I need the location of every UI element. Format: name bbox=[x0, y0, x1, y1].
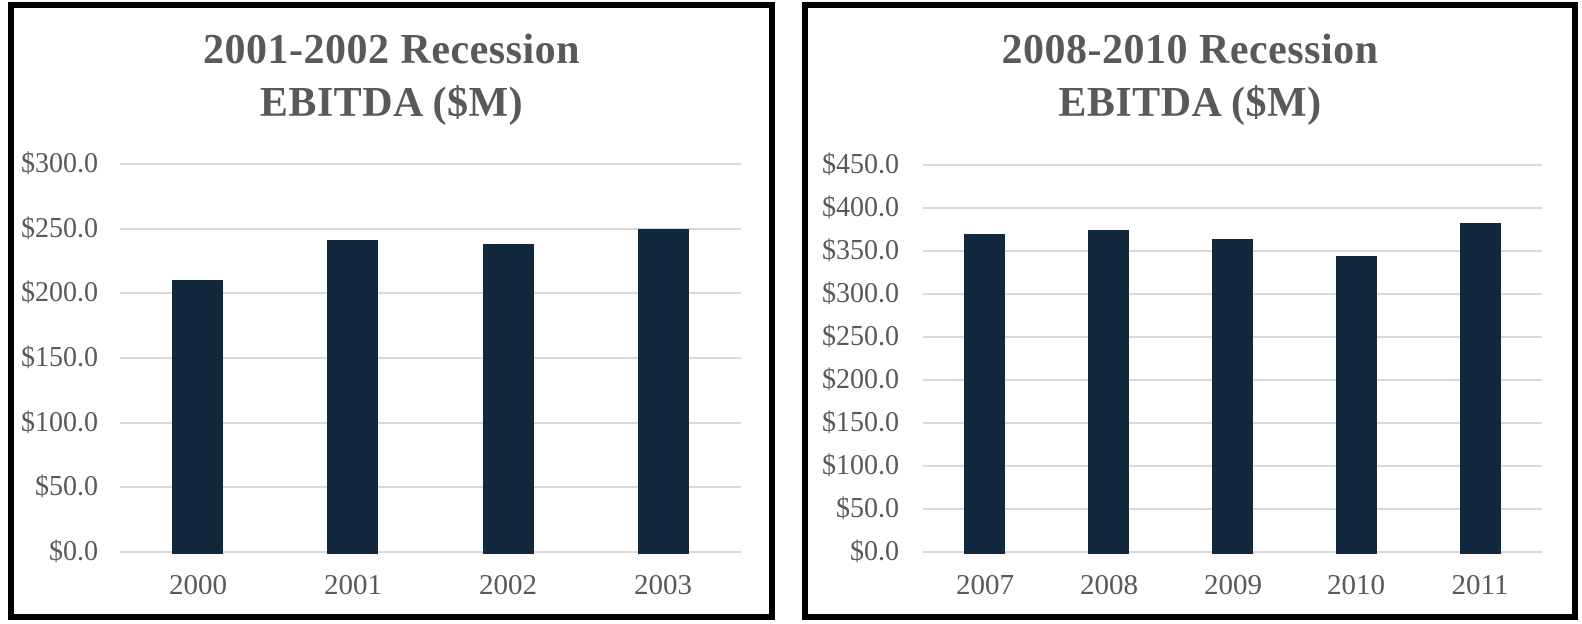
y-axis-tick-label: $50.0 bbox=[35, 471, 98, 503]
bar-2011 bbox=[1460, 223, 1501, 554]
bar-2001 bbox=[327, 240, 378, 554]
y-axis-tick-label: $200.0 bbox=[822, 364, 899, 395]
chart-title-line1: 2001-2002 Recession bbox=[203, 27, 580, 73]
y-axis-tick-label: $200.0 bbox=[21, 277, 98, 309]
bar-2003 bbox=[638, 229, 689, 554]
y-axis-tick-label: $150.0 bbox=[21, 342, 98, 373]
x-axis-category-label: 2002 bbox=[479, 569, 537, 601]
gridline-0 bbox=[120, 551, 741, 553]
y-axis-tick-label: $100.0 bbox=[822, 450, 899, 481]
bar-2000 bbox=[172, 280, 223, 554]
gridline-300 bbox=[120, 163, 741, 165]
y-axis-tick-label: $300.0 bbox=[21, 148, 98, 179]
bar-2008 bbox=[1088, 230, 1129, 554]
bar-2010 bbox=[1336, 256, 1377, 554]
gridline-100 bbox=[120, 421, 741, 424]
y-axis-tick-label: $100.0 bbox=[21, 406, 98, 438]
x-axis-category-label: 2003 bbox=[634, 569, 692, 601]
gridline-200 bbox=[120, 292, 741, 295]
gridline-150 bbox=[120, 357, 741, 359]
y-axis-tick-label: $450.0 bbox=[822, 149, 899, 180]
gridline-50 bbox=[120, 486, 741, 489]
gridline-400 bbox=[923, 207, 1542, 209]
gridline-250 bbox=[120, 227, 741, 230]
x-axis-category-label: 2010 bbox=[1327, 569, 1385, 601]
y-axis-tick-label: $0.0 bbox=[49, 536, 98, 567]
chart-title-line1: 2008-2010 Recession bbox=[1001, 27, 1379, 73]
chart-panel-2008-2010: 2008-2010 Recession EBITDA ($M) $0.0 $50.0… bbox=[802, 2, 1578, 620]
chart-panel-2001-2002: 2001-2002 Recession EBITDA ($M) $0.0 $50.0… bbox=[8, 2, 775, 620]
y-axis-tick-label: $300.0 bbox=[822, 278, 899, 309]
gridline-450 bbox=[923, 164, 1542, 166]
y-axis-tick-label: $0.0 bbox=[850, 536, 899, 567]
y-axis-tick-label: $250.0 bbox=[21, 212, 98, 244]
y-axis-tick-label: $150.0 bbox=[822, 407, 899, 438]
chart-title: 2001-2002 Recession EBITDA ($M) bbox=[14, 24, 769, 129]
y-axis-tick-label: $50.0 bbox=[836, 493, 899, 524]
plot-area-2008-2010: $0.0 $50.0 $100.0 $150.0 $200.0 $250.0 $300.0 $… bbox=[808, 8, 1572, 614]
x-axis-category-label: 2007 bbox=[956, 569, 1014, 601]
x-axis-category-label: 2000 bbox=[169, 569, 227, 601]
chart-title: 2008-2010 Recession EBITDA ($M) bbox=[808, 24, 1572, 129]
x-axis-category-label: 2009 bbox=[1204, 569, 1262, 601]
chart-title-line2: EBITDA ($M) bbox=[259, 79, 524, 126]
bar-2007 bbox=[964, 234, 1005, 554]
bar-2009 bbox=[1212, 239, 1253, 554]
plot-area-2001-2002: $0.0 $50.0 $100.0 $150.0 $200.0 $250.0 $300.0 2… bbox=[14, 8, 769, 614]
chart-title-line2: EBITDA ($M) bbox=[1058, 79, 1322, 126]
x-axis-category-label: 2008 bbox=[1080, 569, 1138, 601]
x-axis-category-label: 2001 bbox=[324, 569, 382, 601]
x-axis-category-label: 2011 bbox=[1451, 569, 1509, 601]
y-axis-tick-label: $350.0 bbox=[822, 235, 899, 266]
y-axis-tick-label: $400.0 bbox=[822, 192, 899, 223]
bar-2002 bbox=[483, 244, 534, 554]
y-axis-tick-label: $250.0 bbox=[822, 321, 899, 352]
